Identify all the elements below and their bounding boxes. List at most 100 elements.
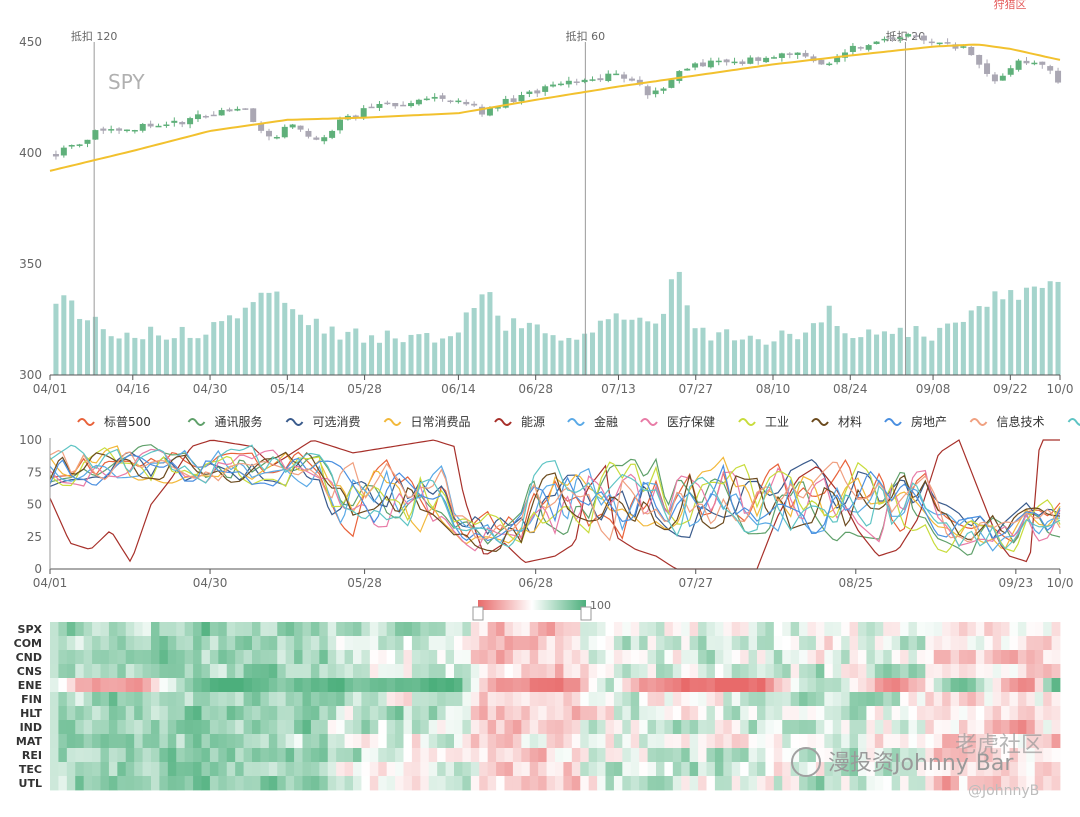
heatmap-cell <box>462 636 471 650</box>
candle-body <box>992 74 998 81</box>
volume-bar <box>543 333 548 375</box>
heatmap-cell <box>732 706 741 720</box>
heatmap-cell <box>319 720 328 734</box>
heatmap-cell <box>690 776 699 790</box>
candle-body <box>77 144 83 146</box>
heatmap-cell <box>841 664 850 678</box>
heatmap-cell <box>673 650 682 664</box>
heatmap-cell <box>1052 776 1061 790</box>
heatmap-cell <box>202 664 211 678</box>
color-scale-bar[interactable] <box>478 600 586 610</box>
heatmap-cell <box>67 622 76 636</box>
heatmap-cell <box>782 720 791 734</box>
heatmap-cell <box>319 762 328 776</box>
legend-item[interactable]: 可选消费 <box>287 415 361 429</box>
heatmap-cell <box>193 706 202 720</box>
heatmap-cell <box>75 734 84 748</box>
heatmap-cell <box>361 622 370 636</box>
volume-bar <box>700 328 705 375</box>
heatmap-cell <box>404 636 413 650</box>
legend-item[interactable]: 房地产 <box>885 414 947 429</box>
heatmap-cell <box>530 720 539 734</box>
candle-body <box>787 53 793 55</box>
heatmap-cell <box>597 622 606 636</box>
volume-bar <box>93 317 98 375</box>
heatmap-cell <box>252 748 261 762</box>
legend-item[interactable]: 医疗保健 <box>641 415 715 429</box>
heatmap-cell <box>176 650 185 664</box>
heatmap-cell <box>252 664 261 678</box>
heatmap-cell <box>951 622 960 636</box>
heatmap-cell <box>740 720 749 734</box>
x-tick-label: 04/16 <box>115 382 150 396</box>
legend-item[interactable]: 公共事业 <box>1069 415 1080 429</box>
legend-item[interactable]: 金融 <box>568 414 618 429</box>
candle-body <box>416 100 422 104</box>
heatmap-cell <box>824 692 833 706</box>
heatmap-cell <box>984 636 993 650</box>
legend-item[interactable]: 标普500 <box>78 415 151 429</box>
heatmap-cell <box>749 706 758 720</box>
heatmap-cell <box>446 748 455 762</box>
heatmap-cell <box>580 622 589 636</box>
heatmap-cell <box>67 692 76 706</box>
heatmap-cell <box>580 762 589 776</box>
heatmap-cell <box>227 664 236 678</box>
heatmap-cell <box>496 706 505 720</box>
heatmap-cell <box>791 706 800 720</box>
heatmap-cell <box>412 692 421 706</box>
heatmap-cell <box>707 762 716 776</box>
candle-body <box>124 130 130 132</box>
legend-item[interactable]: 日常消费品 <box>385 415 471 429</box>
legend-swatch <box>495 419 511 425</box>
legend-item[interactable]: 材料 <box>812 415 862 429</box>
legend-item[interactable]: 能源 <box>495 415 545 429</box>
color-scale-handle-left[interactable] <box>473 607 483 620</box>
heatmap-cell <box>875 664 884 678</box>
legend-item[interactable]: 信息技术 <box>971 414 1045 429</box>
heatmap-cell <box>824 706 833 720</box>
heatmap-cell <box>378 692 387 706</box>
candle-body <box>321 137 327 141</box>
heatmap-cell <box>471 748 480 762</box>
heatmap-cell <box>496 636 505 650</box>
heatmap-cell <box>252 734 261 748</box>
legend-swatch <box>885 419 901 425</box>
legend-item[interactable]: 通讯服务 <box>189 414 263 429</box>
heatmap-cell <box>277 748 286 762</box>
heatmap-cell <box>850 678 859 692</box>
heatmap-cell <box>883 692 892 706</box>
heatmap-cell <box>101 622 110 636</box>
volume-bar <box>393 338 398 375</box>
heatmap-cell <box>563 692 572 706</box>
heatmap-cell <box>513 664 522 678</box>
heatmap-cell <box>934 622 943 636</box>
volume-bar <box>140 339 145 375</box>
heatmap-cell <box>336 748 345 762</box>
heatmap-cell <box>799 692 808 706</box>
heatmap-cell <box>471 664 480 678</box>
heatmap-cell <box>311 636 320 650</box>
heatmap-cell <box>563 678 572 692</box>
candle-body <box>566 81 572 85</box>
heatmap-cell <box>622 748 631 762</box>
heatmap-cell <box>345 664 354 678</box>
heatmap-cell <box>782 706 791 720</box>
heatmap-cell <box>757 622 766 636</box>
heatmap-cell <box>269 748 278 762</box>
heatmap-cell <box>303 692 312 706</box>
heatmap-cell <box>858 664 867 678</box>
heatmap-cell <box>530 706 539 720</box>
heatmap-cell <box>75 748 84 762</box>
heatmap-cell <box>765 678 774 692</box>
heatmap-cell <box>723 706 732 720</box>
heatmap-cell <box>1026 664 1035 678</box>
candle-body <box>1008 68 1014 75</box>
heatmap-cell <box>345 734 354 748</box>
legend-item[interactable]: 工业 <box>739 415 789 429</box>
heatmap-cell <box>698 762 707 776</box>
volume-bar <box>1008 290 1013 375</box>
heatmap-cell <box>370 622 379 636</box>
heatmap-cell <box>58 678 67 692</box>
